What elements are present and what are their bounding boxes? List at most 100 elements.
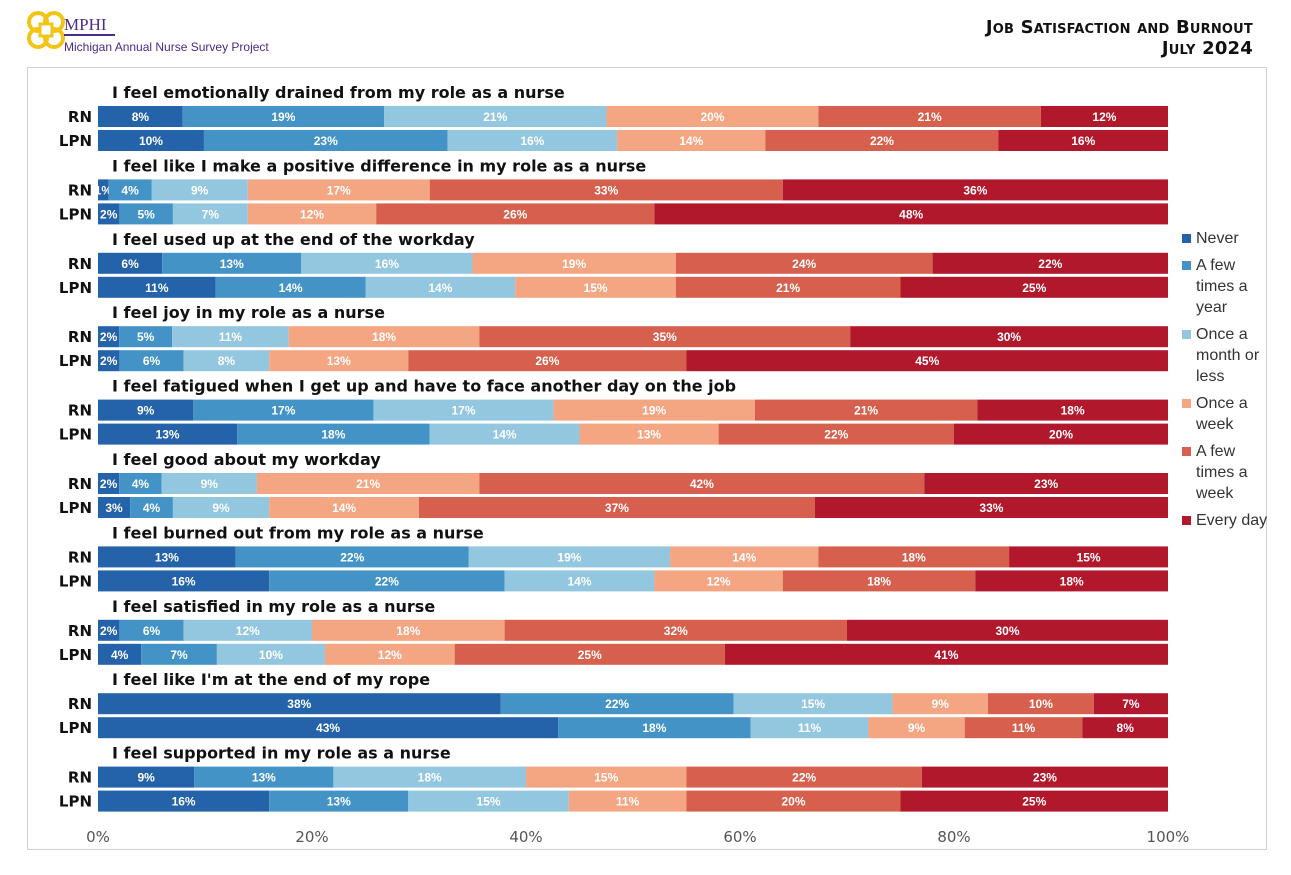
bar-segment — [237, 423, 430, 445]
bar-segment — [151, 179, 248, 201]
bar-segment — [98, 106, 183, 127]
data-label: 7% — [1122, 697, 1140, 711]
bar-segment — [119, 350, 184, 372]
group-title: I feel used up at the end of the workday — [112, 230, 475, 249]
data-label: 12% — [707, 574, 731, 588]
data-label: 14% — [679, 134, 703, 148]
bar-segment — [750, 717, 869, 739]
data-label: 22% — [1038, 257, 1062, 271]
data-label: 23% — [314, 134, 338, 148]
group-title: I feel like I make a positive difference… — [112, 156, 646, 175]
data-label: 18% — [372, 330, 396, 344]
bar-segment — [686, 766, 922, 788]
bar-segment — [419, 497, 815, 518]
bar-segment — [964, 717, 1083, 739]
x-tick-label: 20% — [295, 828, 328, 846]
bar-segment — [1040, 106, 1168, 127]
bar-segment — [924, 473, 1168, 494]
data-label: 9% — [932, 697, 950, 711]
row-label: LPN — [59, 205, 92, 223]
data-label: 30% — [995, 624, 1019, 638]
bar-segment — [579, 423, 719, 445]
bar-segment — [765, 130, 999, 151]
bar-segment — [194, 766, 334, 788]
data-label: 22% — [340, 550, 364, 564]
bar-segment — [98, 619, 120, 641]
bar-segment — [98, 423, 238, 445]
legend-swatch — [1182, 234, 1191, 243]
data-label: 6% — [143, 624, 161, 638]
row-label: LPN — [59, 352, 92, 370]
legend-item: A few times a year — [1182, 255, 1272, 318]
bar-segment — [288, 326, 480, 348]
data-label: 26% — [535, 354, 559, 368]
row-label: LPN — [59, 646, 92, 664]
data-label: 15% — [594, 771, 618, 785]
bar-segment — [333, 766, 526, 788]
data-label: 2% — [100, 354, 118, 368]
data-label: 13% — [252, 771, 276, 785]
data-label: 23% — [1034, 477, 1058, 491]
row-label: RN — [68, 548, 92, 566]
legend-label: Every day — [1196, 512, 1268, 529]
bar-segment — [733, 693, 893, 715]
mphi-logo-icon — [27, 11, 65, 49]
bar-segment — [782, 179, 1168, 201]
legend: Never A few times a year Once a month or l… — [1182, 228, 1272, 537]
bar-segment — [108, 179, 152, 201]
bar-segment — [376, 203, 655, 225]
row-label: LPN — [59, 719, 92, 737]
bar-segment — [98, 203, 120, 225]
bar-segment — [617, 130, 766, 151]
row-label: RN — [68, 402, 92, 420]
bar-segment — [954, 423, 1168, 445]
data-label: 8% — [218, 354, 236, 368]
data-label: 20% — [700, 110, 724, 124]
row-label: LPN — [59, 132, 92, 150]
data-label: 14% — [493, 428, 517, 442]
x-tick-label: 100% — [1147, 828, 1190, 846]
data-label: 6% — [121, 257, 139, 271]
bar-segment — [384, 106, 607, 127]
bar-segment — [932, 252, 1168, 274]
data-label: 41% — [934, 648, 958, 662]
chart-frame — [27, 67, 1267, 850]
data-label: 12% — [378, 648, 402, 662]
data-label: 45% — [915, 354, 939, 368]
row-label: RN — [68, 695, 92, 713]
data-label: 10% — [259, 648, 283, 662]
data-label: 10% — [139, 134, 163, 148]
bar-segment — [373, 399, 554, 421]
row-label: LPN — [59, 279, 92, 297]
bar-segment — [479, 326, 851, 348]
bar-segment — [203, 130, 448, 151]
data-label: 7% — [202, 207, 220, 221]
bar-segment — [814, 497, 1168, 518]
data-label: 30% — [997, 330, 1021, 344]
data-label: 5% — [137, 207, 155, 221]
data-label: 9% — [201, 477, 219, 491]
data-label: 2% — [100, 330, 118, 344]
bar-segment — [654, 570, 783, 592]
bar-segment — [479, 473, 925, 494]
data-label: 17% — [271, 404, 295, 418]
bar-segment — [1093, 693, 1168, 715]
bar-segment — [365, 276, 516, 298]
bar-segment — [515, 276, 676, 298]
bar-segment — [987, 693, 1094, 715]
bar-segment — [98, 497, 131, 518]
logo-project: Michigan Annual Nurse Survey Project — [64, 40, 269, 54]
legend-item: Once a month or less — [1182, 324, 1272, 387]
bar-segment — [98, 276, 216, 298]
data-label: 5% — [137, 330, 155, 344]
bar-segment — [472, 252, 676, 274]
data-label: 7% — [170, 648, 188, 662]
bar-segment — [98, 399, 194, 421]
bar-segment — [558, 717, 751, 739]
bar-segment — [686, 350, 1168, 372]
data-label: 18% — [642, 721, 666, 735]
data-label: 16% — [172, 574, 196, 588]
bar-segment — [98, 130, 204, 151]
bar-segment — [818, 106, 1041, 127]
bar-segment — [119, 619, 184, 641]
